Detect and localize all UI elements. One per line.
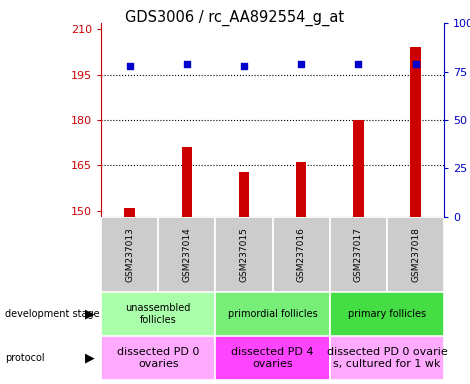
Point bbox=[412, 61, 419, 67]
Text: GDS3006 / rc_AA892554_g_at: GDS3006 / rc_AA892554_g_at bbox=[125, 10, 345, 26]
Bar bbox=[125, 208, 135, 217]
Bar bbox=[182, 147, 192, 217]
Bar bbox=[273, 217, 330, 292]
Bar bbox=[330, 217, 387, 292]
Text: development stage: development stage bbox=[5, 309, 99, 319]
Bar bbox=[330, 292, 444, 336]
Text: dissected PD 0
ovaries: dissected PD 0 ovaries bbox=[117, 347, 199, 369]
Text: GSM237017: GSM237017 bbox=[354, 227, 363, 282]
Text: ▶: ▶ bbox=[85, 308, 94, 320]
Bar bbox=[101, 336, 215, 380]
Text: GSM237016: GSM237016 bbox=[297, 227, 306, 282]
Bar bbox=[296, 162, 306, 217]
Bar bbox=[158, 217, 215, 292]
Point bbox=[183, 61, 191, 67]
Bar bbox=[239, 172, 249, 217]
Bar bbox=[387, 217, 444, 292]
Text: dissected PD 0 ovarie
s, cultured for 1 wk: dissected PD 0 ovarie s, cultured for 1 … bbox=[327, 347, 447, 369]
Bar bbox=[101, 292, 215, 336]
Text: GSM237018: GSM237018 bbox=[411, 227, 420, 282]
Bar bbox=[215, 217, 273, 292]
Text: ▶: ▶ bbox=[85, 352, 94, 364]
Text: unassembled
follicles: unassembled follicles bbox=[125, 303, 191, 325]
Point bbox=[126, 63, 133, 69]
Text: protocol: protocol bbox=[5, 353, 44, 363]
Bar bbox=[330, 336, 444, 380]
Bar bbox=[215, 336, 330, 380]
Text: primordial follicles: primordial follicles bbox=[228, 309, 317, 319]
Bar bbox=[410, 47, 421, 217]
Point bbox=[354, 61, 362, 67]
Text: GSM237013: GSM237013 bbox=[125, 227, 134, 282]
Bar bbox=[215, 292, 330, 336]
Text: primary follicles: primary follicles bbox=[348, 309, 426, 319]
Point bbox=[240, 63, 248, 69]
Text: GSM237015: GSM237015 bbox=[240, 227, 249, 282]
Text: GSM237014: GSM237014 bbox=[182, 227, 191, 282]
Point bbox=[298, 61, 305, 67]
Text: dissected PD 4
ovaries: dissected PD 4 ovaries bbox=[231, 347, 314, 369]
Bar bbox=[101, 217, 158, 292]
Bar bbox=[353, 120, 363, 217]
